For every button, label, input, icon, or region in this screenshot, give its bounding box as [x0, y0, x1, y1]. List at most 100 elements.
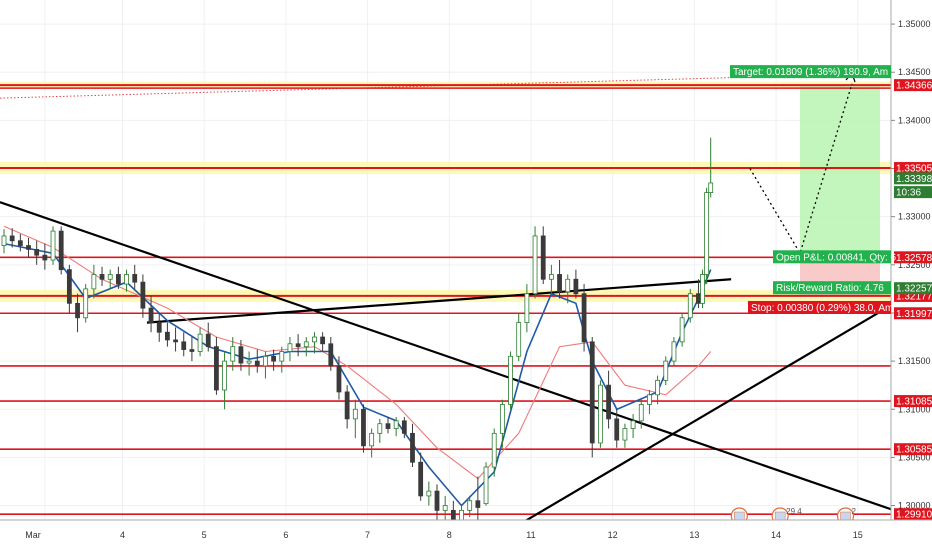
time-tick-label: 13	[689, 530, 699, 540]
stop-label-box	[748, 300, 891, 314]
time-axis[interactable]: Mar 4 5 6 7 8 11 12 13 14 15	[0, 519, 932, 550]
candle-body	[197, 333, 203, 352]
candle-body	[287, 343, 293, 352]
price-tick-label: 1.31000	[898, 404, 931, 414]
slow-moving-average	[3, 225, 712, 480]
candle-body	[83, 288, 89, 319]
candle-body	[663, 360, 669, 381]
price-tick-label: 1.32500	[898, 260, 931, 270]
level-price-tag	[894, 395, 932, 408]
candle-body	[524, 293, 530, 323]
candle-body	[17, 240, 23, 246]
candle-body	[393, 420, 399, 429]
candle-body	[704, 192, 710, 275]
candle-body	[263, 355, 268, 367]
candle-body	[614, 418, 620, 441]
candle-body	[303, 341, 309, 348]
risk-reward-label: Risk/Reward Ratio: 4.76	[773, 281, 891, 295]
current-price-tag	[894, 172, 932, 185]
candle-body	[573, 278, 579, 295]
candle-body	[475, 500, 481, 508]
candle-body	[115, 274, 121, 285]
candle-body	[679, 317, 685, 343]
trade-projection[interactable]	[800, 85, 880, 296]
current-price-tag	[894, 186, 932, 199]
candle-body	[459, 509, 464, 521]
candle-body	[499, 404, 505, 434]
current-price-label: 10:36	[896, 188, 921, 199]
level-price-tag	[894, 508, 932, 521]
candle-body	[344, 391, 350, 420]
price-tick-label: 1.33000	[898, 212, 931, 222]
candle-body	[385, 423, 391, 429]
candle-body	[279, 351, 285, 362]
candle-body	[230, 346, 236, 362]
candle-body	[352, 408, 358, 420]
candle-body	[189, 349, 195, 352]
flag-icon-inner	[774, 511, 786, 521]
price-tick-label: 1.30000	[898, 501, 931, 511]
level-price-label: 1.30585	[896, 445, 932, 456]
candle-body	[508, 355, 513, 405]
candle-body	[132, 274, 138, 283]
candle-body	[173, 339, 178, 343]
candle-body	[467, 500, 473, 511]
price-tick-label: 1.34500	[898, 67, 931, 77]
candle-body	[708, 182, 714, 193]
price-axis[interactable]: 1.350001.345001.340001.335001.330001.325…	[890, 0, 932, 521]
candle-body	[377, 423, 383, 434]
candles	[1, 137, 714, 535]
pnl-label-text: Open P&L: 0.00841, Qty: 6	[776, 252, 897, 263]
candle-body	[26, 245, 31, 250]
horizontal-levels[interactable]	[0, 72, 892, 516]
level-price-label: 1.32177	[896, 291, 932, 302]
candle-body	[401, 420, 407, 434]
flag-icon-inner	[734, 511, 745, 521]
candle-body	[598, 384, 603, 444]
price-tick-label: 1.31500	[898, 356, 931, 366]
current-price-label: 1.32257	[896, 284, 932, 295]
candle-body	[638, 404, 644, 422]
candle-body	[671, 341, 677, 362]
candle-body	[295, 343, 301, 348]
time-tick-label: 6	[283, 530, 288, 540]
candle-body	[581, 293, 587, 343]
time-tick-label: 8	[447, 530, 452, 540]
level-price-tag	[894, 251, 932, 264]
candle-body	[205, 333, 211, 348]
candle-body	[426, 490, 432, 497]
candle-body	[557, 274, 562, 293]
candle-body	[222, 360, 227, 391]
candle-body	[548, 274, 554, 280]
candle-body	[483, 466, 489, 505]
trendlines[interactable]	[0, 201, 904, 546]
candle-body	[156, 322, 162, 333]
candle-body	[42, 254, 48, 261]
candle-body	[700, 274, 705, 304]
target-label-text: Target: 0.01809 (1.36%) 180.9, Am	[733, 67, 888, 78]
candle-body	[164, 331, 170, 341]
current-price-label: 1.33398	[896, 174, 932, 185]
candle-body	[181, 341, 187, 350]
price-tick-label: 1.30500	[898, 452, 931, 462]
stop-label: Stop: 0.00380 (0.29%) 38.0, Am	[748, 300, 893, 314]
time-tick-label: 11	[526, 530, 535, 540]
candle-body	[58, 230, 64, 271]
candle-body	[140, 281, 146, 309]
level-price-tag	[894, 443, 932, 456]
candle-body	[606, 384, 611, 420]
event-count: 2	[852, 507, 857, 516]
level-price-label: 1.31997	[896, 309, 932, 320]
time-tick-label: 14	[771, 530, 781, 540]
candle-body	[238, 346, 244, 364]
candle-body	[312, 336, 317, 343]
candle-body	[687, 293, 693, 319]
pnl-label-box	[773, 250, 891, 264]
trade-labels[interactable]: Target: 0.01809 (1.36%) 180.9, Am Open P&…	[730, 65, 897, 314]
candle-body	[9, 235, 15, 242]
candle-body	[328, 343, 334, 367]
target-label: Target: 0.01809 (1.36%) 180.9, Am	[730, 65, 891, 79]
trendline	[485, 312, 879, 546]
level-price-tag	[894, 162, 932, 175]
